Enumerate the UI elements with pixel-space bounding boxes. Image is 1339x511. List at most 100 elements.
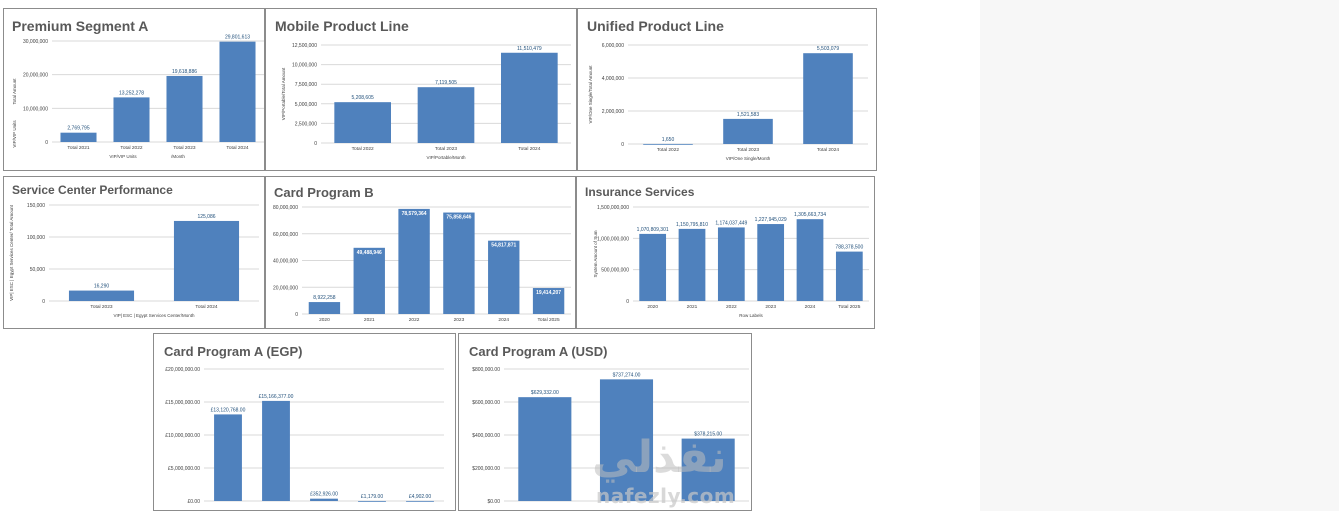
bar xyxy=(417,87,475,143)
y-tick-label: 0 xyxy=(314,141,317,147)
y-tick-label: £5,000,000.00 xyxy=(168,466,200,472)
bar xyxy=(173,220,240,301)
bar xyxy=(501,52,558,143)
chart-premium-segment-a: Premium Segment A 0 10,000,000 20,000,000 30… xyxy=(12,18,264,159)
x-tick-label: 2022 xyxy=(409,317,420,323)
chart-card-program-a-egp: Card Program A (EGP) £0.00 £5,000,000.00 £1… xyxy=(164,344,444,505)
chart-title: Insurance Services xyxy=(585,185,695,199)
data-label: 7,119,505 xyxy=(435,80,457,86)
chart-title: Card Program B xyxy=(274,185,374,200)
data-label: £352,926.00 xyxy=(310,492,338,498)
x-tick-label: 2021 xyxy=(364,317,375,323)
bar xyxy=(219,41,256,142)
y-tick-label: 2,000,000 xyxy=(602,109,624,115)
y-tick-label: 150,000 xyxy=(27,203,45,209)
y-tick-label: 40,000,000 xyxy=(273,259,298,265)
y-axis-title: System Amount of Sum xyxy=(593,230,598,277)
data-label: $629,332.00 xyxy=(531,390,559,396)
bar xyxy=(518,397,572,501)
y-tick-label: 50,000 xyxy=(30,267,46,273)
chart-panel-insurance-services[interactable]: Insurance Services 0 500,000,000 1,000,000,… xyxy=(576,176,875,329)
bar xyxy=(757,224,785,301)
chart-panel-card-program-b[interactable]: Card Program B 0 20,000,000 40,000,000 60,00… xyxy=(265,176,576,329)
chart-panel-card-program-a-usd[interactable]: Card Program A (USD) $0.00 $200,000.00 $400… xyxy=(458,333,752,511)
y-tick-label: 0 xyxy=(626,299,629,305)
x-tick-label: Total 2021 xyxy=(67,145,89,151)
bar xyxy=(681,438,735,501)
data-label: 1,174,037,449 xyxy=(715,220,747,226)
y-tick-label: 20,000,000 xyxy=(273,285,298,291)
bar xyxy=(358,500,386,502)
data-label: £13,120,768.00 xyxy=(211,407,246,413)
chart-panel-service-center-performance[interactable]: Service Center Performance 0 50,000 100,000… xyxy=(3,176,265,329)
chart-panel-unified-product-line[interactable]: Unified Product Line 0 2,000,000 4,000,000 6… xyxy=(577,8,877,171)
data-label: 78,579,364 xyxy=(402,211,427,217)
y-tick-label: 0 xyxy=(621,142,624,148)
x-tick-label: Total 2023 xyxy=(435,146,457,152)
bar xyxy=(353,247,385,314)
y-tick-label: 0 xyxy=(45,140,48,146)
y-axis-title: VIP/One Single/Total Amount xyxy=(588,65,593,124)
bar xyxy=(398,208,430,314)
y-axis-title-secondary: VIP/VIP Units xyxy=(12,120,17,148)
chart-title: Mobile Product Line xyxy=(275,18,409,34)
bar xyxy=(599,379,654,501)
bar xyxy=(532,288,565,314)
bar xyxy=(443,212,475,314)
data-label: £4,902.00 xyxy=(409,494,431,500)
x-tick-label: Total 2022 xyxy=(657,147,679,153)
bar xyxy=(717,227,745,301)
bar xyxy=(166,75,203,142)
data-label: 1,227,945,029 xyxy=(755,217,787,223)
y-tick-label: 4,000,000 xyxy=(602,76,624,82)
y-tick-label: $200,000.00 xyxy=(472,466,500,472)
chart-panel-card-program-a-egp[interactable]: Card Program A (EGP) £0.00 £5,000,000.00 £1… xyxy=(153,333,456,511)
x-tick-label: 2024 xyxy=(498,317,509,323)
chart-unified-product-line: Unified Product Line 0 2,000,000 4,000,000 6… xyxy=(587,18,868,161)
x-tick-label: 2024 xyxy=(805,304,816,310)
chart-panel-mobile-product-line[interactable]: Mobile Product Line 0 2,500,000 5,000,000 7,… xyxy=(265,8,577,171)
y-tick-label: 500,000,000 xyxy=(601,268,629,274)
data-label: $378,215.00 xyxy=(694,432,722,438)
y-tick-label: 20,000,000 xyxy=(23,73,48,79)
chart-card-program-b: Card Program B 0 20,000,000 40,000,000 60,00… xyxy=(273,185,571,323)
bar xyxy=(488,240,520,314)
data-label: 19,414,207 xyxy=(536,290,561,296)
y-axis-title: VIP| ESC | Egypt Services Center/ Total … xyxy=(9,204,14,301)
x-axis-title: VIP/Portable/Month xyxy=(426,155,466,160)
bar xyxy=(113,97,150,142)
x-tick-label: 2020 xyxy=(647,304,658,310)
data-label: 54,817,871 xyxy=(491,243,516,249)
y-tick-label: 2,500,000 xyxy=(295,121,317,127)
x-tick-label: 2023 xyxy=(765,304,776,310)
chart-title: Unified Product Line xyxy=(587,18,724,34)
x-tick-label: Total 2024 xyxy=(518,146,540,152)
x-tick-label: 2023 xyxy=(454,317,465,323)
x-tick-label: 2021 xyxy=(687,304,698,310)
y-tick-label: 10,000,000 xyxy=(23,106,48,112)
chart-title: Card Program A (USD) xyxy=(469,344,607,359)
y-axis-title: Total Amount xyxy=(12,78,17,105)
bar xyxy=(68,290,135,301)
y-tick-label: $400,000.00 xyxy=(472,433,500,439)
chart-title: Premium Segment A xyxy=(12,18,148,34)
y-tick-label: 30,000,000 xyxy=(23,39,48,45)
x-tick-label: Total 2025 xyxy=(838,304,860,310)
right-blank-area xyxy=(980,0,1339,511)
chart-card-program-a-usd: Card Program A (USD) $0.00 $200,000.00 $400… xyxy=(469,344,749,505)
data-label: 1,650 xyxy=(662,137,675,143)
x-tick-label: Total 2023 xyxy=(173,145,195,151)
chart-panel-premium-segment-a[interactable]: Premium Segment A 0 10,000,000 20,000,000 30… xyxy=(3,8,265,171)
data-label: £1,179.00 xyxy=(361,494,383,500)
x-tick-label: 2022 xyxy=(726,304,737,310)
y-tick-label: 10,000,000 xyxy=(292,63,317,69)
bar xyxy=(262,400,290,501)
x-axis-title: VIP/One Single/Month xyxy=(726,156,771,161)
chart-title: Service Center Performance xyxy=(12,183,173,197)
bar xyxy=(835,251,863,301)
bar xyxy=(803,53,853,144)
data-label: £15,166,377.00 xyxy=(259,394,294,400)
bar xyxy=(643,143,693,145)
x-axis-title: VIP| ESC | Egypt Services Center/Month xyxy=(113,313,195,318)
y-axis-title: VIP/Portable/Total Amount xyxy=(281,67,286,120)
